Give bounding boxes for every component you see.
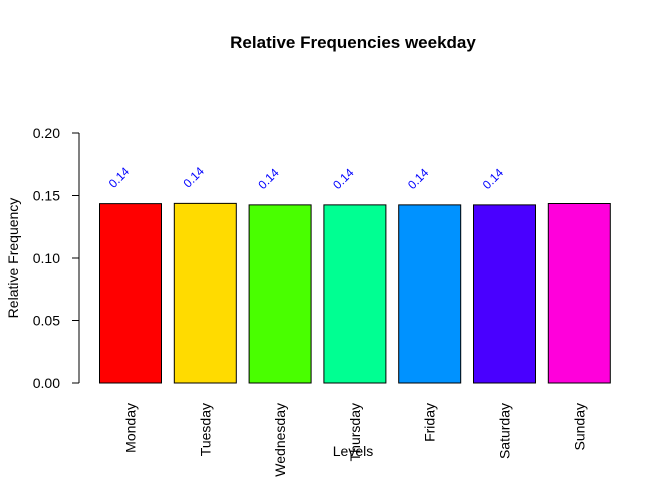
y-axis-ticks: 0.00 0.05 0.10 0.15 0.20 [33,125,79,391]
x-tick-label: Tuesday [197,403,213,456]
x-tick-label: Friday [422,403,438,442]
bar-wednesday [248,204,312,384]
x-tick-label: Monday [123,403,139,453]
bar-sunday [547,203,611,384]
x-tick-label: Thursday [347,403,363,461]
x-tick-label: Sunday [571,403,587,450]
bar-friday [398,204,462,384]
bar-saturday [473,204,536,384]
x-tick-label: Wednesday [272,403,288,477]
data-label: 0.14 [106,164,133,191]
chart-title: Relative Frequencies weekday [230,33,476,52]
y-tick-label: 0.05 [33,313,60,329]
data-label: 0.14 [255,165,282,192]
data-label: 0.14 [480,165,507,192]
y-tick-label: 0.10 [33,250,60,266]
bar-monday [99,203,162,384]
x-tick-label: Saturday [497,403,513,459]
y-tick-label: 0.15 [33,188,60,204]
bar-tuesday [173,202,237,384]
y-axis-label: Relative Frequency [5,198,21,319]
y-tick-label: 0.00 [33,375,60,391]
category-labels: Monday Tuesday Wednesday Thursday Friday Satu… [123,403,588,477]
data-label: 0.14 [330,165,357,192]
x-axis-label: Levels [333,443,373,459]
data-label: 0.14 [405,165,432,192]
data-labels: 0.14 0.14 0.14 0.14 0.14 0.14 [106,164,507,192]
y-tick-label: 0.20 [33,125,60,141]
bar-thursday [323,204,387,384]
data-label: 0.14 [181,164,208,191]
bars [99,202,611,384]
